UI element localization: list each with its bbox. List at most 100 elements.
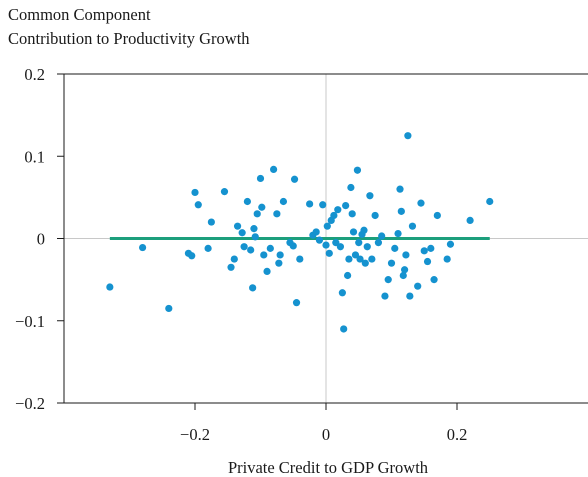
data-point	[486, 197, 494, 206]
data-point	[290, 175, 299, 183]
x-tick-label: 0.2	[447, 425, 468, 444]
y-tick-label: 0.2	[24, 65, 45, 84]
data-point	[250, 225, 258, 233]
data-point	[366, 192, 374, 200]
data-point	[417, 199, 425, 207]
data-point	[406, 292, 414, 300]
data-point	[394, 229, 402, 238]
data-point	[260, 251, 268, 259]
data-point	[349, 228, 358, 236]
y-axis-ticks: 0.2 0.1 0 −0.1 −0.2	[15, 65, 64, 413]
data-point	[340, 325, 348, 333]
data-point	[251, 233, 259, 241]
data-point	[351, 251, 360, 259]
data-point	[240, 243, 248, 251]
data-point	[402, 251, 410, 259]
data-point	[319, 201, 327, 209]
y-tick-label: −0.1	[15, 312, 45, 331]
data-point	[396, 185, 404, 193]
y-tick-label: 0	[37, 230, 45, 249]
x-tick-label: 0	[322, 425, 330, 444]
data-point	[266, 244, 274, 252]
data-point	[443, 255, 451, 263]
data-point	[348, 210, 356, 218]
data-point	[323, 222, 331, 230]
data-point	[306, 200, 314, 208]
data-point	[381, 292, 389, 300]
data-point	[296, 255, 304, 263]
data-point	[353, 166, 362, 174]
chart-title-line-2: Contribution to Productivity Growth	[8, 29, 250, 48]
data-point	[401, 266, 409, 274]
y-tick-label: 0.1	[24, 147, 45, 166]
data-point	[191, 188, 199, 197]
data-point	[338, 289, 346, 297]
data-point	[397, 207, 405, 215]
data-point	[188, 252, 196, 260]
data-point	[374, 239, 382, 247]
data-point	[361, 259, 369, 267]
data-point	[165, 304, 173, 313]
data-point	[408, 222, 417, 230]
data-point	[238, 229, 246, 237]
data-point	[334, 206, 342, 214]
data-point	[378, 232, 386, 240]
data-point	[423, 257, 432, 266]
data-point	[330, 211, 338, 220]
data-point	[270, 165, 278, 174]
data-point	[360, 226, 368, 234]
data-point	[247, 246, 255, 254]
data-point	[227, 263, 235, 271]
data-point	[233, 222, 242, 230]
data-point	[344, 271, 352, 280]
data-point	[420, 247, 428, 255]
data-point	[256, 174, 265, 183]
data-point	[356, 255, 364, 263]
data-point	[204, 244, 212, 252]
data-point	[230, 255, 238, 263]
data-point	[371, 211, 379, 220]
data-point	[275, 259, 283, 267]
y-tick-label: −0.2	[15, 394, 45, 413]
data-point	[276, 251, 284, 259]
x-tick-label: −0.2	[180, 425, 210, 444]
data-point	[332, 239, 340, 247]
data-point	[322, 241, 330, 249]
data-point	[391, 244, 399, 252]
data-point	[399, 271, 407, 280]
data-point	[325, 249, 333, 257]
data-point	[414, 282, 422, 290]
data-point	[279, 197, 288, 206]
data-point	[258, 203, 266, 211]
data-point	[355, 239, 363, 247]
data-point	[263, 267, 271, 275]
data-point	[342, 202, 350, 210]
data-point	[387, 259, 396, 267]
data-point	[433, 211, 441, 220]
data-point	[345, 255, 353, 263]
data-point	[336, 243, 345, 251]
data-point	[446, 240, 455, 248]
data-point	[315, 236, 324, 244]
data-point	[430, 276, 438, 284]
data-point	[139, 243, 147, 252]
data-point	[292, 299, 301, 307]
data-point	[404, 132, 412, 140]
data-point	[289, 242, 297, 250]
data-point	[253, 210, 261, 218]
data-point	[466, 216, 474, 225]
data-point	[220, 188, 229, 196]
data-point	[363, 243, 371, 251]
data-point	[207, 218, 215, 226]
data-point	[106, 283, 114, 291]
data-point	[427, 244, 435, 252]
points-layer	[106, 132, 494, 333]
data-point	[312, 228, 320, 236]
data-point	[273, 210, 281, 218]
data-point	[384, 276, 392, 284]
data-point	[194, 201, 202, 209]
x-axis-label: Private Credit to GDP Growth	[228, 458, 429, 477]
chart-title-line-1: Common Component	[8, 5, 151, 24]
data-point	[347, 183, 355, 192]
